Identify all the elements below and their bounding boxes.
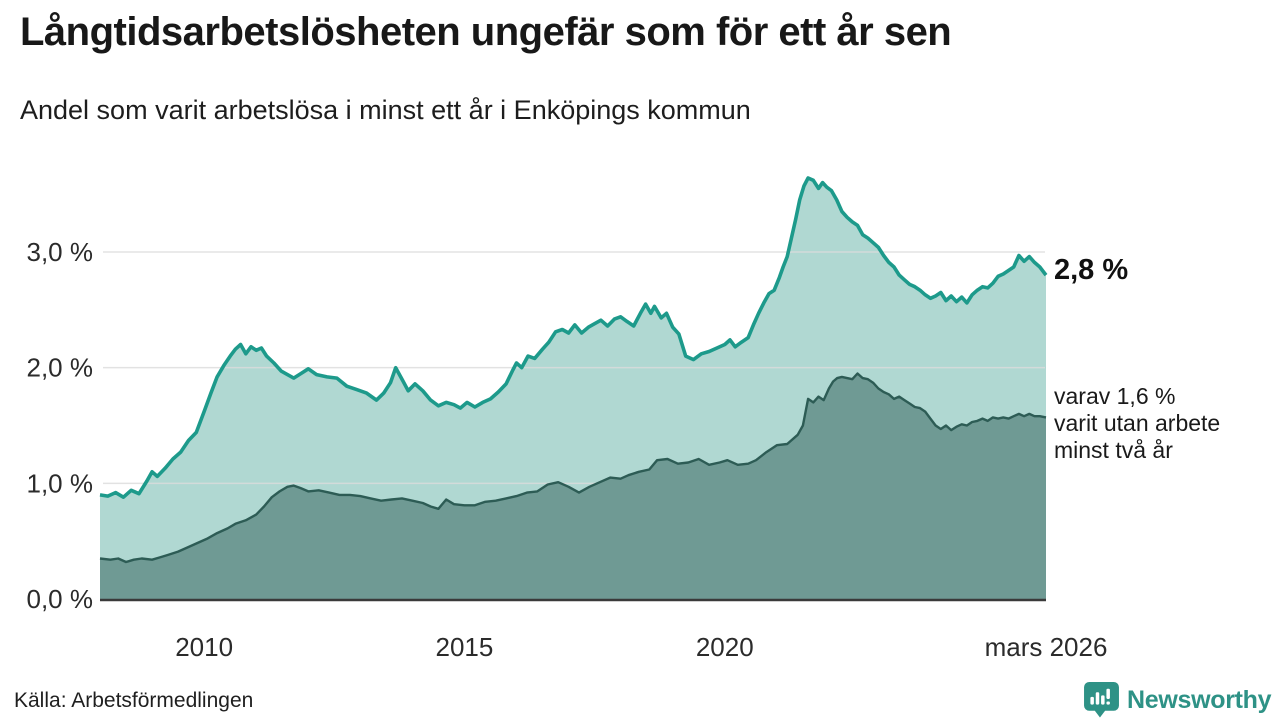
page-subtitle: Andel som varit arbetslösa i minst ett å…	[20, 95, 751, 125]
end-secondary-line-2: varit utan arbete	[1054, 410, 1221, 436]
newsworthy-wordmark: Newsworthy	[1127, 685, 1272, 714]
newsworthy-logo: Newsworthy	[1083, 681, 1272, 719]
y-tick-1,0 %: 1,0 %	[27, 468, 94, 498]
x-tick-2010: 2010	[175, 632, 233, 662]
x-tick-mars 2026: mars 2026	[985, 632, 1108, 662]
x-axis-labels: 2010 2015 2020 mars 2026	[175, 632, 1107, 662]
source-label: Källa: Arbetsförmedlingen	[14, 689, 254, 712]
end-secondary-line-1: varav 1,6 %	[1054, 383, 1176, 409]
x-tick-2020: 2020	[696, 632, 754, 662]
y-tick-2,0 %: 2,0 %	[27, 353, 94, 383]
y-axis-labels: 0,0 % 1,0 % 2,0 % 3,0 %	[27, 237, 94, 614]
line-total	[99, 176, 1048, 499]
end-secondary-label: varav 1,6 % varit utan arbete minst två …	[1054, 383, 1220, 464]
end-value-label: 2,8 %	[1054, 254, 1129, 286]
line-two-years	[99, 372, 1047, 564]
page-title: Långtidsarbetslösheten ungefär som för e…	[20, 10, 952, 54]
y-tick-0,0 %: 0,0 %	[27, 584, 94, 614]
area-fill-two-years	[100, 373, 1046, 599]
end-secondary-line-3: minst två år	[1054, 437, 1173, 463]
newsworthy-bubble-chart-icon	[1084, 682, 1119, 718]
y-tick-3,0 %: 3,0 %	[27, 237, 94, 267]
x-tick-2015: 2015	[436, 632, 494, 662]
